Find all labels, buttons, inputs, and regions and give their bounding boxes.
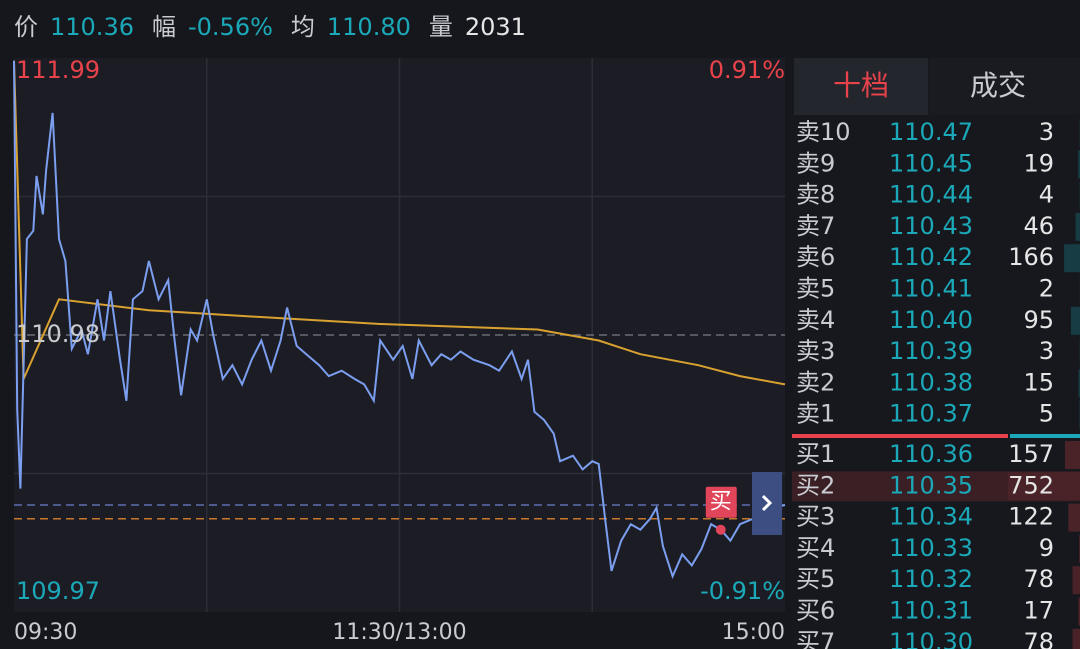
header-value: 2031 (465, 13, 526, 41)
level-price: 110.33 (889, 534, 973, 562)
level-price: 110.32 (889, 565, 973, 593)
volume-bar (1064, 244, 1080, 273)
header-value: 110.80 (327, 13, 411, 41)
tab-label: 成交 (970, 69, 1026, 102)
level-volume: 78 (1023, 628, 1054, 649)
level-label: 卖3 (796, 337, 835, 365)
level-volume: 4 (1039, 181, 1054, 209)
volume-bar (1064, 441, 1080, 469)
tab-label: 十档 (833, 69, 889, 102)
y-tick-label: 110.98 (16, 320, 100, 348)
level-price: 110.45 (889, 149, 973, 177)
x-tick-label: 09:30 (14, 620, 77, 645)
order-book-panel (792, 58, 1080, 649)
level-label: 买1 (796, 440, 835, 468)
level-label: 卖2 (796, 368, 835, 396)
header-label: 量 (429, 13, 453, 41)
level-label: 卖5 (796, 275, 835, 303)
volume-bar (1068, 503, 1080, 532)
level-price: 110.40 (889, 306, 973, 334)
y2-tick-label: -0.91% (700, 577, 785, 605)
tab-active[interactable] (794, 58, 928, 115)
level-price: 110.47 (889, 118, 973, 146)
avg-line (13, 60, 786, 386)
level-price: 110.38 (889, 368, 973, 396)
trade-marker-box (705, 486, 737, 518)
level-price: 110.41 (889, 275, 973, 303)
tab[interactable] (929, 58, 1080, 115)
volume-bar (1008, 472, 1080, 501)
volume-bar (1070, 306, 1080, 335)
header-label: 均 (291, 13, 315, 41)
price-line (13, 60, 786, 580)
level-volume: 15 (1023, 368, 1054, 396)
level-volume: 122 (1008, 503, 1054, 531)
level-price: 110.35 (889, 471, 973, 499)
level-volume: 95 (1023, 306, 1054, 334)
level-price: 110.31 (889, 597, 973, 625)
level-label: 卖9 (796, 149, 835, 177)
level-volume: 166 (1008, 243, 1054, 271)
level-volume: 3 (1039, 337, 1054, 365)
level-volume: 3 (1039, 118, 1054, 146)
y-tick-label: 109.97 (16, 577, 100, 605)
header-value: 110.36 (50, 13, 134, 41)
level-price: 110.36 (889, 440, 973, 468)
level-price: 110.39 (889, 337, 973, 365)
level-price: 110.43 (889, 212, 973, 240)
x-tick-label: 11:30/13:00 (332, 620, 466, 645)
expand-button[interactable] (752, 472, 782, 535)
level-volume: 17 (1023, 597, 1054, 625)
level-label: 买2 (796, 471, 835, 499)
volume-bar (1078, 597, 1080, 626)
level-label: 买5 (796, 565, 835, 593)
level-label: 卖8 (796, 181, 835, 209)
volume-bar (1078, 150, 1080, 179)
level-price: 110.30 (889, 628, 973, 649)
level-label: 买4 (796, 534, 835, 562)
x-tick-label: 15:00 (722, 620, 785, 645)
header-label: 价 (14, 13, 38, 41)
volume-bar (1072, 628, 1080, 649)
level-label: 卖7 (796, 212, 835, 240)
volume-bar (1078, 369, 1080, 398)
level-price: 110.44 (889, 181, 973, 209)
level-volume: 78 (1023, 565, 1054, 593)
level-volume: 157 (1008, 440, 1054, 468)
level-label: 卖4 (796, 306, 835, 334)
header-label: 幅 (152, 13, 176, 41)
level-volume: 46 (1023, 212, 1054, 240)
level-volume: 19 (1023, 149, 1054, 177)
y2-tick-label: 0.91% (709, 56, 785, 84)
level-volume: 752 (1008, 471, 1054, 499)
bid-ask-bar (1010, 434, 1080, 438)
level-label: 买7 (796, 628, 835, 649)
volume-bar (1072, 566, 1080, 595)
bid-ask-bar (792, 434, 1008, 438)
volume-bar (1075, 212, 1080, 241)
level-label: 卖6 (796, 243, 835, 271)
level-label: 卖10 (796, 118, 851, 146)
level-volume: 9 (1039, 534, 1054, 562)
trade-marker-label: 买 (710, 490, 732, 515)
level-volume: 2 (1039, 275, 1054, 303)
level-price: 110.37 (889, 400, 973, 428)
level-label: 卖1 (796, 400, 835, 428)
expand-icon (761, 494, 773, 512)
level-price: 110.42 (889, 243, 973, 271)
level-volume: 5 (1039, 400, 1054, 428)
level-price: 110.34 (889, 503, 973, 531)
trade-marker (715, 524, 726, 535)
header-value: -0.56% (188, 13, 273, 41)
y-tick-label: 111.99 (16, 56, 100, 84)
level-label: 买3 (796, 503, 835, 531)
level-label: 买6 (796, 597, 835, 625)
